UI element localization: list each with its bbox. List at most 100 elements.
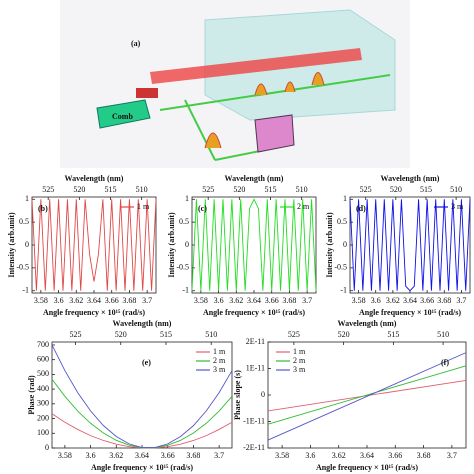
spectra bbox=[204, 72, 325, 149]
x-tick-label: 3.7 bbox=[302, 296, 312, 305]
x-axis-label: Angle frequency × 10¹⁵ (rad/s) bbox=[359, 308, 461, 317]
beam bbox=[150, 48, 362, 84]
y-tick-label: 0 bbox=[261, 390, 265, 399]
x2-tick-label: 510 bbox=[450, 185, 462, 194]
legend-label: 3 m bbox=[451, 202, 464, 211]
legend-label: 1 m bbox=[213, 347, 226, 356]
x2-axis-label: Wavelength (nm) bbox=[338, 319, 397, 328]
x-tick-label: 3.6 bbox=[54, 296, 64, 305]
x-tick-label: 3.58 bbox=[275, 451, 289, 460]
series-line bbox=[51, 344, 233, 449]
y-tick-label: 0.5 bbox=[179, 217, 189, 226]
y-tick-label: -1 bbox=[22, 286, 29, 295]
x2-tick-label: 520 bbox=[338, 330, 350, 339]
y-axis-label: Phase (rad) bbox=[27, 375, 36, 415]
x2-tick-label: 520 bbox=[390, 185, 402, 194]
x-tick-label: 3.6 bbox=[214, 296, 224, 305]
y-tick-label: 1 bbox=[25, 194, 29, 203]
y-tick-label: 0 bbox=[25, 240, 29, 249]
x-tick-label: 3.62 bbox=[332, 451, 346, 460]
legend-label: 1 m bbox=[293, 347, 306, 356]
x-tick-label: 3.58 bbox=[194, 296, 208, 305]
y-tick-label: 1 bbox=[185, 194, 189, 203]
y-tick-label: -0.5 bbox=[176, 263, 189, 272]
legend-label: 1 m bbox=[137, 202, 150, 211]
x2-tick-label: 525 bbox=[42, 185, 54, 194]
legend-label: 2 m bbox=[213, 356, 226, 365]
x2-tick-label: 520 bbox=[115, 330, 127, 339]
x-tick-label: 3.62 bbox=[69, 296, 83, 305]
series-line bbox=[51, 413, 233, 449]
x-axis-label: Angle frequency × 10¹⁵ (rad/s) bbox=[91, 463, 193, 472]
x-tick-label: 3.7 bbox=[456, 296, 466, 305]
x2-tick-label: 525 bbox=[70, 330, 82, 339]
x2-axis-label: Wavelength (nm) bbox=[113, 319, 172, 328]
x2-tick-label: 515 bbox=[160, 330, 172, 339]
x-tick-label: 3.68 bbox=[282, 296, 296, 305]
x2-tick-label: 515 bbox=[420, 185, 432, 194]
x-tick-label: 3.58 bbox=[352, 296, 366, 305]
x-tick-label: 3.7 bbox=[214, 451, 224, 460]
x2-tick-label: 525 bbox=[360, 185, 372, 194]
x2-tick-label: 510 bbox=[437, 330, 449, 339]
panel-label: (c) bbox=[198, 204, 207, 213]
y-axis-label: Phase slope (s) bbox=[233, 370, 242, 420]
x2-tick-label: 515 bbox=[265, 185, 277, 194]
panel-label: (b) bbox=[38, 204, 48, 213]
schematic: (a) Comb bbox=[60, 0, 410, 168]
series-line bbox=[31, 199, 157, 291]
x2-tick-label: 525 bbox=[288, 330, 300, 339]
x2-tick-label: 525 bbox=[202, 185, 214, 194]
x-tick-label: 3.6 bbox=[305, 451, 315, 460]
y-tick-label: 0.5 bbox=[337, 217, 347, 226]
y-tick-label: 0 bbox=[185, 240, 189, 249]
y-tick-label: -1E-11 bbox=[243, 416, 265, 425]
comb-label: Comb bbox=[112, 112, 133, 121]
series-line bbox=[267, 379, 467, 412]
x2-tick-label: 510 bbox=[205, 330, 217, 339]
x-tick-label: 3.64 bbox=[247, 296, 261, 305]
x-tick-label: 3.66 bbox=[420, 296, 434, 305]
panel-label: (e) bbox=[142, 358, 151, 367]
x-tick-label: 3.68 bbox=[186, 451, 200, 460]
x-tick-label: 3.64 bbox=[360, 451, 374, 460]
y-tick-label: 500 bbox=[37, 369, 49, 378]
x-tick-label: 3.64 bbox=[87, 296, 101, 305]
y-tick-label: 0 bbox=[343, 240, 347, 249]
y-axis-label: Intensity (arb.unit) bbox=[167, 212, 176, 278]
panel-label: (d) bbox=[356, 204, 366, 213]
x-tick-label: 3.62 bbox=[109, 451, 123, 460]
y-tick-label: -1 bbox=[340, 286, 347, 295]
x-tick-label: 3.62 bbox=[229, 296, 243, 305]
y-axis-label: Intensity (arb.unit) bbox=[7, 212, 16, 278]
x-tick-label: 3.6 bbox=[371, 296, 381, 305]
x2-tick-label: 520 bbox=[73, 185, 85, 194]
x-tick-label: 3.62 bbox=[386, 296, 400, 305]
x-tick-label: 3.68 bbox=[122, 296, 136, 305]
x-axis-label: Angle frequency × 10¹⁵ (rad/s) bbox=[43, 308, 145, 317]
x-tick-label: 3.66 bbox=[105, 296, 119, 305]
y-tick-label: -2E-11 bbox=[243, 443, 265, 452]
y-tick-label: 1E-11 bbox=[246, 363, 265, 372]
x-tick-label: 3.64 bbox=[135, 451, 149, 460]
series-line bbox=[191, 198, 317, 291]
y-tick-label: 400 bbox=[37, 384, 49, 393]
x-tick-label: 3.64 bbox=[403, 296, 417, 305]
x2-tick-label: 515 bbox=[387, 330, 399, 339]
x-tick-label: 3.7 bbox=[447, 451, 457, 460]
legend-label: 3 m bbox=[213, 365, 226, 374]
beam-green bbox=[214, 149, 266, 161]
y-tick-label: 100 bbox=[37, 428, 49, 437]
y-axis-label: Intensity (arb.unit) bbox=[325, 212, 334, 278]
panel-label: (a) bbox=[131, 39, 141, 48]
x-tick-label: 3.66 bbox=[388, 451, 402, 460]
y-tick-label: 2E-11 bbox=[246, 337, 265, 346]
x2-tick-label: 515 bbox=[105, 185, 117, 194]
spectrometer bbox=[254, 114, 295, 153]
legend-label: 2 m bbox=[293, 356, 306, 365]
series-line bbox=[267, 365, 467, 425]
x-tick-label: 3.68 bbox=[417, 451, 431, 460]
x2-axis-label: Wavelength (nm) bbox=[381, 174, 440, 183]
x-tick-label: 3.58 bbox=[58, 451, 72, 460]
